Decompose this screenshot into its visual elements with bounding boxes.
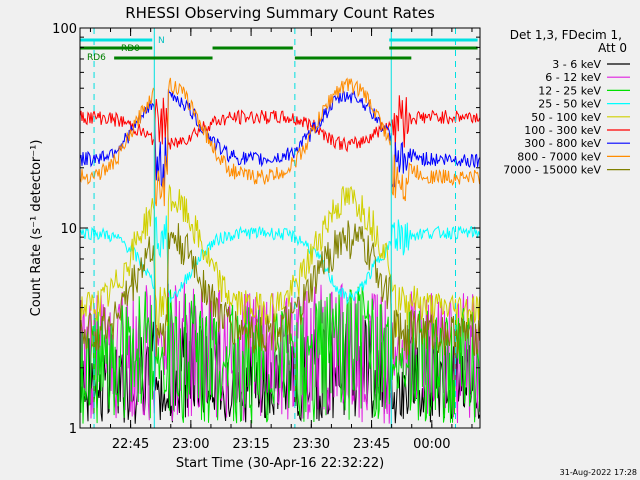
x-tick-label: 23:00 [172,437,209,452]
flag-label-n: N [158,36,165,46]
series-line-1 [79,282,481,424]
legend-label: 12 - 25 keV [538,84,601,97]
series-line-3 [79,215,481,305]
legend-label: 50 - 100 keV [531,111,601,124]
chart-title: RHESSI Observing Summary Count Rates [125,4,435,22]
x-tick-label: 22:45 [112,437,149,452]
x-tick-label: 23:45 [353,437,390,452]
legend-label: 800 - 7000 keV [517,150,601,163]
legend-title-1: Det 1,3, FDecim 1, [510,28,622,42]
legend-label: 7000 - 15000 keV [503,164,601,177]
x-axis: 22:45 23:00 23:15 23:30 23:45 00:00 [89,28,473,452]
flag-label-rd6: RD6 [87,53,106,63]
legend-label: 3 - 6 keV [552,58,601,71]
series-line-4 [79,183,481,337]
legend-title-2: Att 0 [598,41,627,55]
date-stamp: 31-Aug-2022 17:28 [560,468,637,477]
y-axis: 1 10 100 [52,22,480,437]
x-tick-label: 23:30 [293,437,330,452]
y-tick-label: 10 [60,222,77,237]
legend-label: 300 - 800 keV [524,137,601,150]
y-axis-label: Count Rate (s⁻¹ detector⁻¹) [29,140,44,317]
series-line-5 [79,95,481,153]
series-line-7 [79,77,481,207]
x-tick-label: 23:15 [232,437,269,452]
observing-flags: N RD0 RD6 [80,28,478,428]
legend-label: 100 - 300 keV [524,124,601,137]
flag-label-rd0: RD0 [121,44,140,54]
series-line-8 [79,220,481,361]
series-traces [79,77,481,424]
legend-label: 25 - 50 keV [538,98,601,111]
y-tick-label: 1 [69,422,77,437]
x-axis-label: Start Time (30-Apr-16 22:32:22) [176,456,384,471]
legend-label: 6 - 12 keV [545,71,601,84]
x-tick-label: 00:00 [413,437,450,452]
y-tick-label: 100 [52,22,77,37]
